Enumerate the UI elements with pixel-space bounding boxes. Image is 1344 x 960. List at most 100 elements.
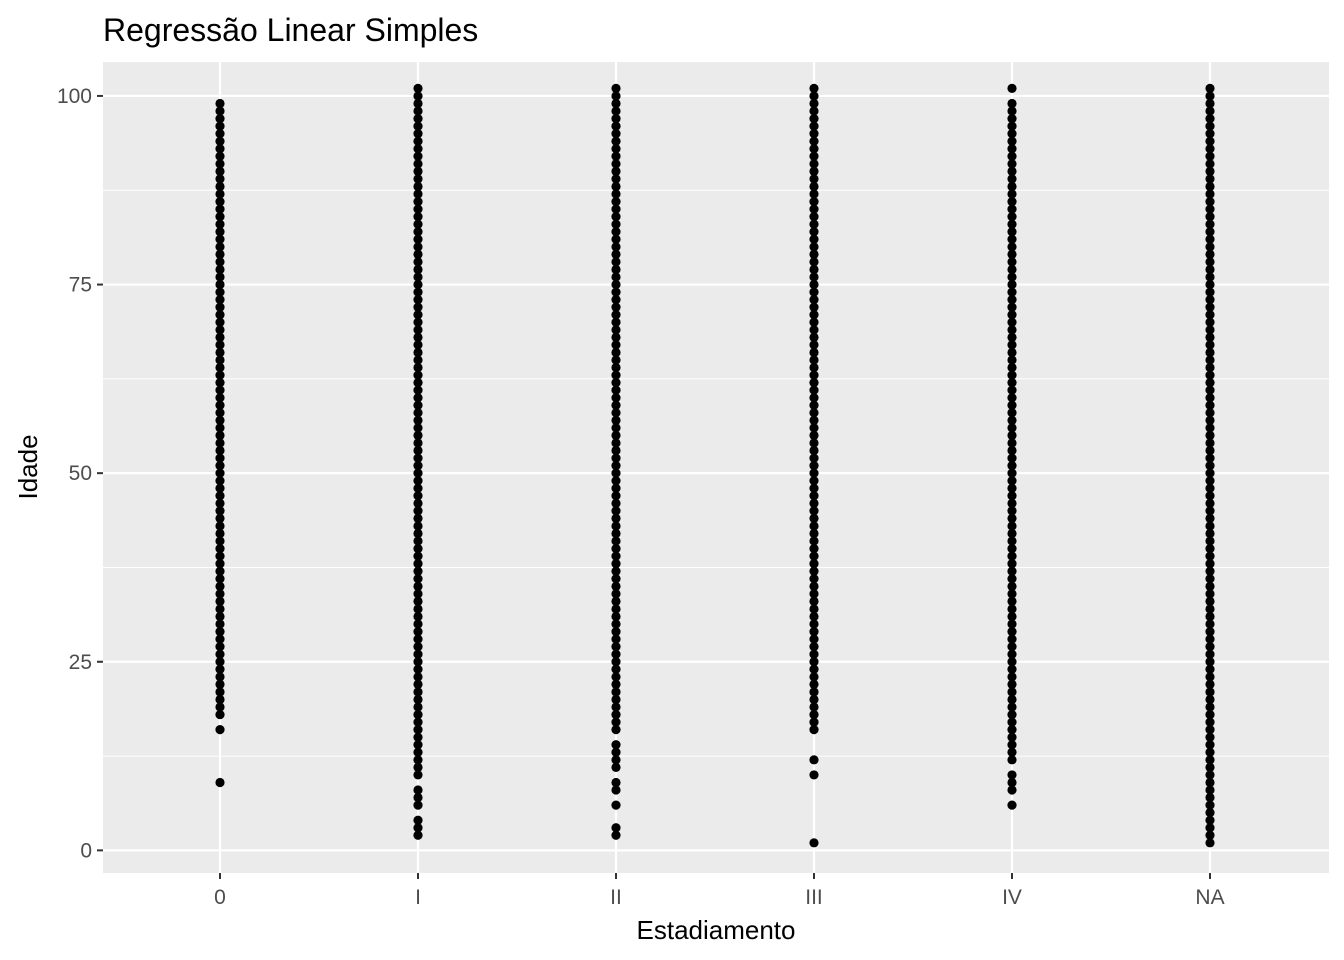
data-point	[413, 249, 423, 259]
data-point	[1205, 672, 1215, 682]
data-point	[611, 800, 621, 810]
data-point	[1205, 310, 1215, 320]
data-point	[809, 408, 819, 418]
data-point	[611, 777, 621, 788]
data-point	[1007, 181, 1017, 192]
data-point	[215, 634, 225, 644]
data-point	[215, 483, 225, 493]
data-point	[809, 98, 819, 109]
data-point	[611, 408, 621, 418]
data-point	[1205, 800, 1215, 810]
data-point	[413, 702, 423, 712]
data-point	[809, 596, 819, 607]
data-point	[413, 747, 423, 757]
data-point	[215, 370, 225, 380]
data-point	[611, 362, 621, 373]
data-point	[611, 438, 621, 448]
data-point	[413, 136, 423, 146]
data-point	[611, 536, 621, 546]
data-point	[413, 664, 423, 674]
data-point	[611, 151, 621, 161]
data-point	[1205, 747, 1215, 757]
data-point	[215, 295, 225, 305]
data-point	[1007, 393, 1017, 403]
data-point	[1007, 129, 1017, 139]
data-point	[413, 483, 423, 493]
plot-panel	[103, 62, 1329, 873]
data-point	[215, 310, 225, 320]
data-point	[1205, 317, 1215, 327]
data-point	[809, 657, 819, 667]
x-axis: 0 I II III IV NA	[214, 873, 1225, 909]
data-point	[809, 227, 819, 237]
data-point	[1205, 453, 1215, 463]
data-point	[1007, 83, 1017, 94]
data-point	[215, 332, 225, 342]
data-point	[809, 159, 819, 169]
data-point	[1205, 581, 1215, 591]
data-point	[1205, 461, 1215, 471]
data-point	[1007, 634, 1017, 644]
data-point	[215, 144, 225, 154]
data-point	[215, 400, 225, 410]
data-point	[215, 340, 225, 350]
data-point	[215, 423, 225, 433]
data-point	[611, 725, 621, 735]
data-point	[413, 196, 423, 207]
data-point	[1205, 219, 1215, 229]
data-point	[611, 317, 621, 327]
data-point	[809, 257, 819, 267]
data-point	[413, 279, 423, 290]
data-point	[215, 174, 225, 184]
data-point	[413, 159, 423, 169]
data-point	[1205, 98, 1215, 109]
data-point	[413, 287, 423, 297]
data-point	[1205, 430, 1215, 441]
data-point	[215, 725, 225, 735]
data-point	[413, 581, 423, 591]
data-point	[1205, 611, 1215, 622]
data-point	[809, 551, 819, 561]
data-point	[413, 528, 423, 539]
data-point	[413, 113, 423, 124]
data-point	[1205, 808, 1215, 818]
data-point	[413, 574, 423, 584]
data-point	[1205, 528, 1215, 539]
data-point	[413, 589, 423, 599]
data-point	[809, 279, 819, 290]
data-point	[809, 649, 819, 659]
data-point	[413, 468, 423, 478]
data-point	[1205, 762, 1215, 772]
data-point	[1007, 378, 1017, 388]
data-point	[215, 347, 225, 358]
data-point	[413, 672, 423, 682]
data-point	[215, 317, 225, 327]
data-point	[413, 785, 423, 795]
data-point	[1205, 242, 1215, 252]
data-point	[611, 249, 621, 259]
data-point	[1007, 717, 1017, 727]
data-point	[1205, 506, 1215, 516]
data-point	[1205, 204, 1215, 214]
data-point	[413, 415, 423, 425]
data-point	[1205, 83, 1215, 94]
data-point	[1007, 468, 1017, 478]
data-point	[1205, 408, 1215, 418]
data-point	[1007, 212, 1017, 222]
data-point	[611, 430, 621, 441]
data-point	[809, 362, 819, 373]
data-point	[413, 91, 423, 101]
data-point	[611, 709, 621, 720]
data-point	[1007, 302, 1017, 312]
data-point	[1205, 619, 1215, 629]
data-point	[611, 657, 621, 667]
data-point	[611, 227, 621, 237]
data-point	[1007, 234, 1017, 244]
data-point	[611, 717, 621, 727]
data-point	[1007, 423, 1017, 433]
data-point	[413, 272, 423, 282]
data-point	[611, 785, 621, 795]
data-point	[215, 264, 225, 275]
data-point	[809, 476, 819, 486]
data-point	[1007, 544, 1017, 554]
